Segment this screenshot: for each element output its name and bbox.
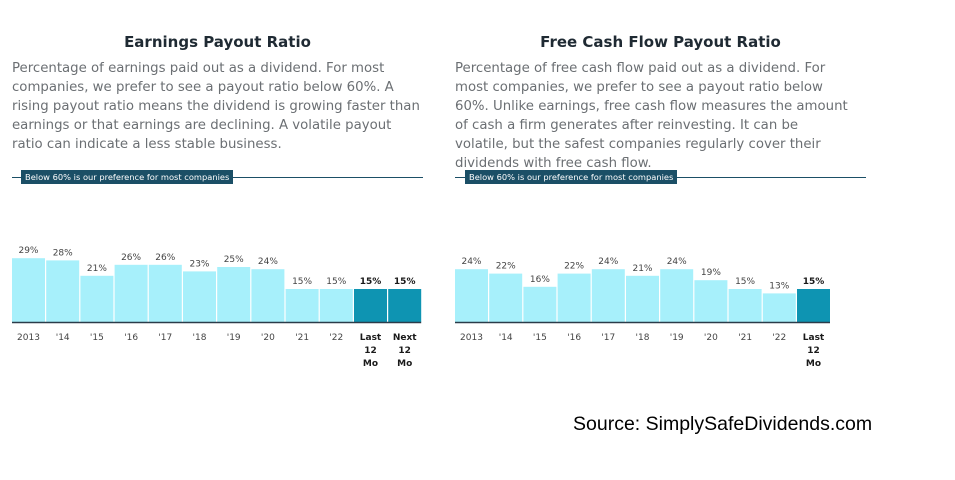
bar-1-6 — [660, 269, 694, 322]
value-label-0-2: 21% — [87, 264, 107, 274]
bar-1-10 — [797, 289, 830, 322]
bar-1-5 — [626, 275, 659, 322]
bar-1-9 — [762, 293, 796, 322]
category-label-1-4: '17 — [601, 333, 615, 343]
value-label-1-6: 24% — [667, 257, 687, 267]
value-label-0-1: 28% — [53, 248, 73, 258]
earnings-payout-description: Percentage of earnings paid out as a div… — [12, 61, 420, 152]
category-label-1-8: '21 — [738, 333, 752, 343]
category-label-1-0: 2013 — [460, 333, 483, 343]
category-label-1-9: '22 — [772, 333, 786, 343]
bar-0-11 — [388, 289, 422, 322]
category-label-0-0: 2013 — [17, 333, 40, 343]
earnings-payout-chart: 29% 2013 28% '14 21% '15 26% '16 26% '17 23% '18 25%… — [12, 246, 422, 369]
category-label-0-7: '20 — [261, 333, 275, 343]
source-attribution: Source: SimplySafeDividends.com — [573, 413, 873, 435]
bar-0-1 — [46, 260, 80, 322]
category-label-1-7: '20 — [704, 333, 718, 343]
value-label-0-6: 25% — [224, 255, 244, 265]
bar-1-8 — [728, 289, 762, 322]
value-label-0-4: 26% — [155, 253, 175, 263]
category-label-0-10: Last 12 Mo — [360, 333, 382, 369]
bar-0-8 — [285, 289, 319, 322]
value-label-0-9: 15% — [326, 277, 346, 287]
earnings-payout-title: Earnings Payout Ratio — [124, 33, 311, 51]
category-label-0-6: '19 — [227, 333, 241, 343]
bar-1-4 — [591, 269, 625, 322]
category-label-0-5: '18 — [193, 333, 207, 343]
bar-0-0 — [12, 258, 45, 322]
category-label-1-6: '19 — [670, 333, 684, 343]
bar-0-3 — [114, 264, 148, 322]
value-label-1-1: 22% — [496, 262, 516, 272]
bar-1-2 — [523, 286, 557, 322]
earnings-preference-badge: Below 60% is our preference for most com… — [21, 170, 234, 184]
bar-0-4 — [148, 264, 182, 322]
bar-0-5 — [183, 271, 216, 322]
category-label-0-2: '15 — [90, 333, 104, 343]
value-label-0-0: 29% — [18, 246, 38, 256]
earnings-payout-panel: Earnings Payout Ratio Percentage of earn… — [12, 0, 423, 400]
category-label-0-9: '22 — [329, 333, 343, 343]
bar-0-2 — [80, 275, 114, 322]
fcf-payout-title: Free Cash Flow Payout Ratio — [540, 33, 781, 51]
value-label-0-11: 15% — [394, 277, 416, 287]
value-label-0-7: 24% — [258, 257, 278, 267]
value-label-0-8: 15% — [292, 277, 312, 287]
category-label-1-5: '18 — [636, 333, 650, 343]
fcf-preference-badge: Below 60% is our preference for most com… — [465, 170, 678, 184]
value-label-1-5: 21% — [632, 264, 652, 274]
value-label-0-3: 26% — [121, 253, 141, 263]
category-label-0-1: '14 — [56, 333, 70, 343]
fcf-payout-description: Percentage of free cash flow paid out as… — [455, 61, 848, 171]
value-label-1-10: 15% — [803, 277, 825, 287]
bar-1-0 — [455, 269, 488, 322]
bar-0-6 — [217, 267, 251, 322]
category-label-0-8: '21 — [295, 333, 309, 343]
value-label-1-4: 24% — [598, 257, 618, 267]
bar-0-9 — [319, 289, 353, 322]
value-label-1-7: 19% — [701, 268, 721, 278]
value-label-1-2: 16% — [530, 275, 550, 285]
value-label-1-8: 15% — [735, 277, 755, 287]
category-label-1-2: '15 — [533, 333, 547, 343]
value-label-0-10: 15% — [360, 277, 382, 287]
value-label-1-0: 24% — [461, 257, 481, 267]
fcf-payout-panel: Free Cash Flow Payout Ratio Percentage o… — [455, 0, 866, 400]
value-label-0-5: 23% — [189, 259, 209, 269]
category-label-1-3: '16 — [567, 333, 581, 343]
value-label-1-9: 13% — [769, 281, 789, 291]
category-label-1-10: Last 12 Mo — [803, 333, 825, 369]
bar-1-1 — [489, 273, 523, 322]
bar-1-3 — [557, 273, 591, 322]
bar-1-7 — [694, 280, 728, 322]
bar-0-10 — [354, 289, 387, 322]
fcf-payout-chart: 24% 2013 22% '14 16% '15 22% '16 24% '17 21% '18 24%… — [455, 257, 830, 369]
bar-0-7 — [251, 269, 285, 322]
value-label-1-3: 22% — [564, 262, 584, 272]
category-label-1-1: '14 — [499, 333, 513, 343]
category-label-0-4: '17 — [158, 333, 172, 343]
category-label-0-11: Next 12 Mo — [393, 333, 417, 369]
category-label-0-3: '16 — [124, 333, 138, 343]
